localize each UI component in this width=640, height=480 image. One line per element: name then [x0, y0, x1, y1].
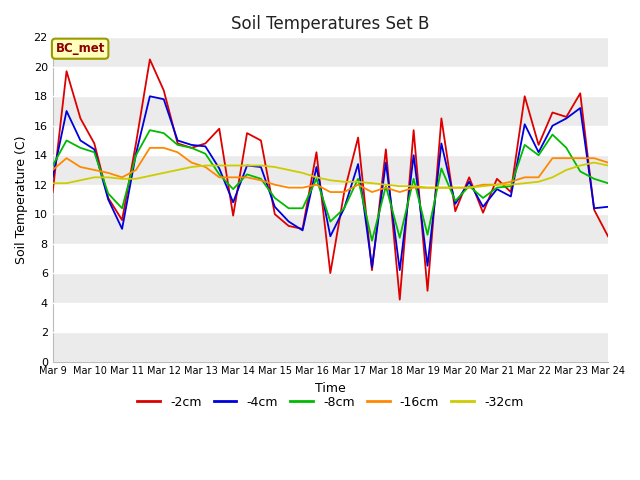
- Bar: [52, 96, 608, 126]
- Title: Soil Temperatures Set B: Soil Temperatures Set B: [231, 15, 429, 33]
- Bar: [52, 67, 608, 96]
- X-axis label: Time: Time: [315, 382, 346, 395]
- Legend: -2cm, -4cm, -8cm, -16cm, -32cm: -2cm, -4cm, -8cm, -16cm, -32cm: [132, 391, 528, 414]
- Bar: [52, 126, 608, 155]
- Bar: [52, 185, 608, 214]
- Bar: [52, 155, 608, 185]
- Bar: [52, 302, 608, 332]
- Bar: [52, 214, 608, 244]
- Bar: [52, 37, 608, 67]
- Bar: [52, 244, 608, 273]
- Text: BC_met: BC_met: [56, 42, 105, 55]
- Bar: [52, 332, 608, 361]
- Y-axis label: Soil Temperature (C): Soil Temperature (C): [15, 135, 28, 264]
- Bar: [52, 273, 608, 302]
